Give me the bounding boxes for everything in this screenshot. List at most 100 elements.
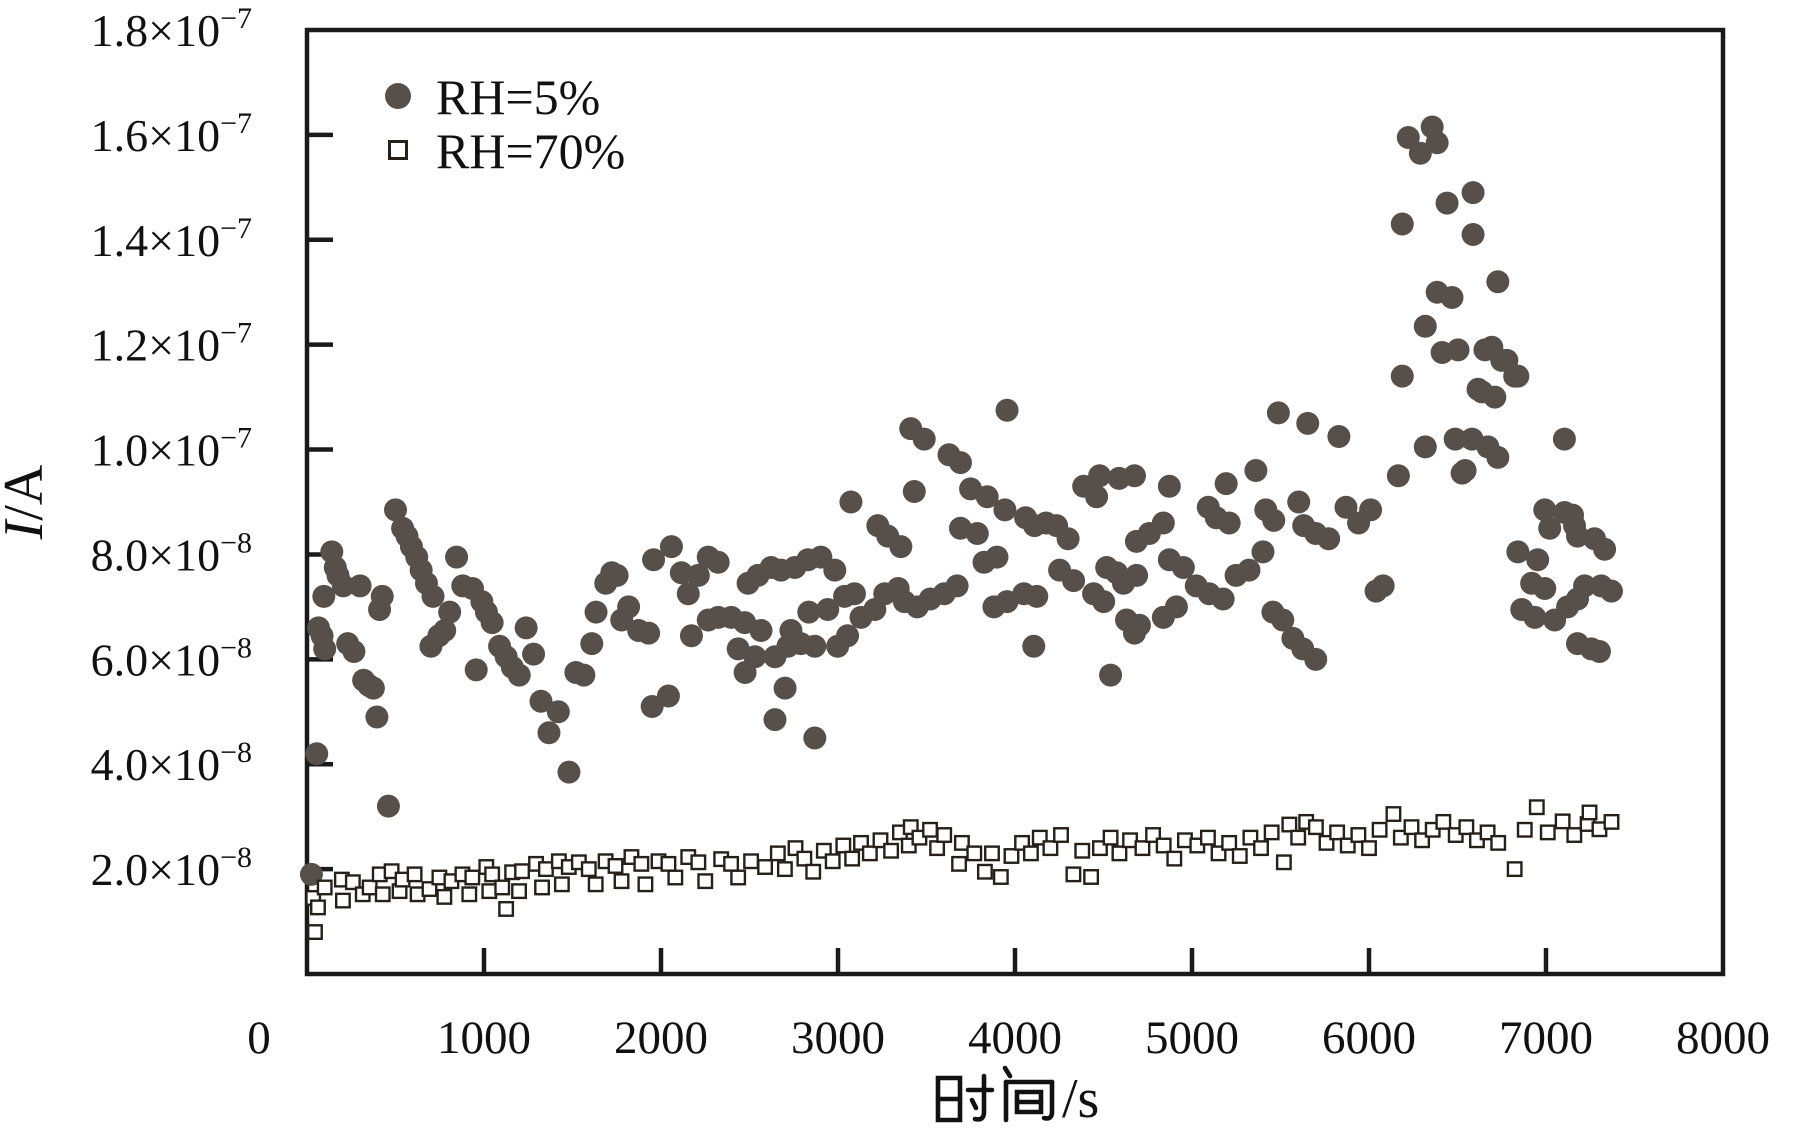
data-point-rh5: [1533, 498, 1557, 522]
data-point-rh70: [951, 855, 968, 872]
data-point-rh5: [1088, 464, 1112, 488]
data-point-rh70: [1539, 824, 1556, 841]
data-point-rh5: [1390, 212, 1414, 236]
data-point-rh5: [1327, 424, 1351, 448]
data-point-rh70: [1581, 804, 1598, 821]
data-point-rh5: [514, 616, 538, 640]
data-point-rh5: [993, 498, 1017, 522]
data-point-rh70: [1065, 866, 1082, 883]
data-point-rh5: [803, 726, 827, 750]
data-point-rh70: [374, 886, 391, 903]
data-point-rh5: [1359, 498, 1383, 522]
data-point-rh5: [1211, 587, 1235, 611]
data-point-rh70: [514, 863, 531, 880]
x-tick-label: 0: [247, 1012, 271, 1064]
data-point-rh5: [1262, 508, 1286, 532]
data-point-rh5: [1538, 516, 1562, 540]
data-point-rh5: [1371, 574, 1395, 598]
data-point-rh5: [679, 624, 703, 648]
data-point-rh5: [948, 451, 972, 475]
data-point-rh5: [842, 582, 866, 606]
data-point-rh5: [965, 521, 989, 545]
data-point-rh70: [613, 873, 630, 890]
data-point-rh70: [538, 861, 554, 878]
data-point-rh70: [690, 854, 707, 871]
data-point-rh70: [344, 874, 361, 891]
data-point-rh5: [464, 658, 488, 682]
data-point-rh70: [1458, 819, 1475, 836]
data-point-rh5: [1022, 634, 1046, 658]
data-point-rh5: [1533, 577, 1557, 601]
data-point-rh5: [836, 624, 860, 648]
data-point-rh70: [307, 924, 323, 940]
data-point-rh70: [953, 834, 970, 851]
data-point-rh70: [743, 853, 760, 870]
data-point-rh5: [1244, 459, 1268, 483]
data-point-rh5: [370, 584, 394, 608]
data-point-rh70: [1290, 829, 1307, 846]
data-point-rh5: [1237, 558, 1261, 582]
data-point-rh5: [1435, 191, 1459, 215]
data-point-rh5: [659, 535, 683, 559]
data-point-rh5: [438, 600, 462, 624]
data-point-rh5: [507, 663, 531, 687]
data-point-rh5: [365, 705, 389, 729]
data-point-rh5: [1214, 472, 1238, 496]
data-point-rh70: [805, 863, 822, 880]
data-point-rh5: [617, 595, 641, 619]
x-tick-label: 5000: [1145, 1012, 1239, 1064]
x-axis-title-suffix: /s: [1062, 1068, 1099, 1130]
data-point-rh70: [929, 840, 946, 857]
data-point-rh70: [464, 869, 481, 886]
x-tick-label: 1000: [437, 1012, 531, 1064]
data-point-rh5: [749, 618, 773, 642]
data-point-rh5: [1573, 574, 1597, 598]
data-point-rh5: [312, 584, 336, 608]
data-point-rh70: [667, 869, 684, 886]
series-rh5-points: [299, 115, 1623, 886]
data-point-rh5: [1440, 285, 1464, 309]
legend-marker-circle: [385, 83, 411, 109]
data-point-rh5: [584, 600, 608, 624]
data-point-rh5: [1217, 511, 1241, 535]
series-rh70-points: [305, 799, 1620, 940]
y-tick-label: 1.8×10−7: [91, 2, 252, 56]
y-axis-tick-labels: 2.0×10−8 4.0×10−8 6.0×10−8 8.0×10−8 1.0×10−7…: [91, 2, 252, 895]
x-tick-label: 8000: [1676, 1012, 1770, 1064]
data-point-rh5: [1506, 540, 1530, 564]
data-point-rh5: [480, 611, 504, 635]
data-point-rh70: [1275, 854, 1292, 871]
data-point-rh5: [656, 684, 680, 708]
data-point-rh70: [1385, 806, 1402, 822]
data-point-rh5: [1127, 613, 1151, 637]
data-point-rh5: [1317, 527, 1341, 551]
data-point-rh5: [384, 498, 407, 522]
data-point-rh70: [1506, 861, 1523, 878]
data-point-rh5: [1486, 270, 1510, 294]
data-point-rh5: [342, 639, 366, 663]
data-point-rh5: [361, 676, 385, 700]
data-point-rh70: [511, 883, 527, 900]
data-point-rh5: [686, 563, 710, 587]
data-point-rh5: [580, 632, 604, 656]
data-point-rh70: [1603, 813, 1620, 830]
data-point-rh70: [984, 845, 1000, 862]
legend-label: RH=70%: [436, 123, 625, 179]
data-point-rh5: [995, 398, 1019, 422]
data-point-rh70: [1281, 816, 1298, 833]
data-point-rh5: [1099, 663, 1123, 687]
data-point-rh5: [1062, 569, 1086, 593]
data-point-rh5: [1446, 338, 1470, 362]
y-tick-label: 1.2×10−7: [91, 317, 252, 371]
x-axis-title: /s: [935, 1065, 1099, 1130]
data-point-rh5: [1334, 495, 1358, 519]
data-point-rh70: [1350, 827, 1367, 843]
data-point-rh70: [1554, 813, 1571, 830]
data-point-rh70: [1166, 850, 1183, 867]
data-point-rh5: [1092, 590, 1116, 614]
data-point-rh5: [1587, 639, 1611, 663]
data-point-rh70: [310, 899, 326, 916]
data-point-rh5: [975, 485, 999, 509]
